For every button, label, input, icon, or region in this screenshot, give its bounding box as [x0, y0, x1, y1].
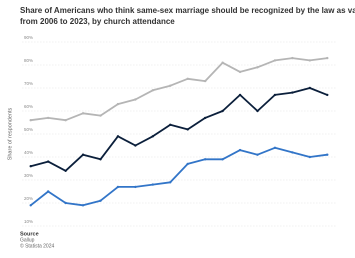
- data-point: [221, 158, 224, 161]
- data-point: [99, 114, 102, 117]
- chart-title-line: Share of Americans who think same-sex ma…: [20, 6, 355, 15]
- data-point: [81, 153, 85, 156]
- data-point: [326, 93, 329, 97]
- y-tick-label: 30%: [24, 173, 33, 178]
- data-point: [291, 91, 294, 94]
- data-point: [221, 109, 224, 113]
- data-point: [221, 61, 224, 64]
- data-point: [256, 66, 259, 69]
- data-point: [81, 204, 85, 207]
- data-point: [116, 102, 120, 106]
- data-point: [29, 119, 32, 122]
- data-point: [64, 169, 67, 172]
- data-point: [29, 165, 32, 168]
- data-point: [46, 190, 50, 193]
- data-point: [169, 181, 172, 184]
- series-line: [30, 57, 328, 122]
- data-point: [186, 162, 189, 166]
- data-point: [273, 146, 277, 149]
- data-point: [134, 185, 137, 189]
- data-point: [29, 204, 32, 207]
- data-point: [326, 153, 329, 156]
- y-tick-label: 60%: [24, 104, 33, 109]
- source-label: Source: [20, 231, 39, 237]
- data-point: [256, 153, 259, 156]
- data-point: [169, 123, 172, 127]
- chart-title-line: from 2006 to 2023, by church attendance: [20, 17, 175, 26]
- data-point: [64, 119, 67, 122]
- data-point: [203, 79, 207, 83]
- data-point: [186, 128, 189, 131]
- y-tick-label: 40%: [24, 150, 33, 155]
- y-axis-label: Share of respondents: [7, 107, 13, 160]
- data-point: [169, 84, 172, 87]
- data-point: [273, 93, 277, 97]
- data-point: [46, 160, 50, 163]
- series-line: [30, 87, 328, 172]
- y-tick-label: 80%: [24, 58, 33, 63]
- y-tick-label: 20%: [24, 196, 33, 201]
- data-point: [291, 56, 294, 60]
- data-point: [134, 98, 137, 101]
- source: Gallup: [20, 237, 35, 243]
- chart-title: Share of Americans who think same-sex ma…: [20, 6, 355, 26]
- data-point: [99, 158, 102, 161]
- y-tick-label: 90%: [24, 35, 33, 40]
- data-point: [186, 77, 189, 81]
- data-point: [116, 135, 120, 138]
- data-point: [308, 59, 312, 62]
- data-point: [291, 151, 294, 154]
- copyright: © Statista 2024: [20, 242, 54, 249]
- data-point: [46, 116, 50, 120]
- y-tick-label: 10%: [24, 219, 33, 224]
- y-tick-label: 70%: [24, 81, 33, 86]
- data-point: [116, 185, 120, 189]
- data-point: [134, 144, 137, 147]
- y-tick-label: 50%: [24, 127, 33, 132]
- series-line: [30, 146, 328, 207]
- data-point: [273, 59, 277, 62]
- data-point: [308, 86, 312, 90]
- data-point: [64, 201, 67, 205]
- data-point: [151, 89, 155, 92]
- data-point: [151, 183, 155, 186]
- data-point: [326, 56, 329, 60]
- data-point: [238, 70, 242, 74]
- data-point: [256, 109, 259, 113]
- data-point: [238, 148, 242, 152]
- data-point: [203, 116, 207, 120]
- data-point: [308, 155, 312, 159]
- data-point: [99, 199, 102, 202]
- data-point: [151, 135, 155, 138]
- data-point: [238, 93, 242, 97]
- data-point: [203, 158, 207, 161]
- data-point: [81, 112, 85, 115]
